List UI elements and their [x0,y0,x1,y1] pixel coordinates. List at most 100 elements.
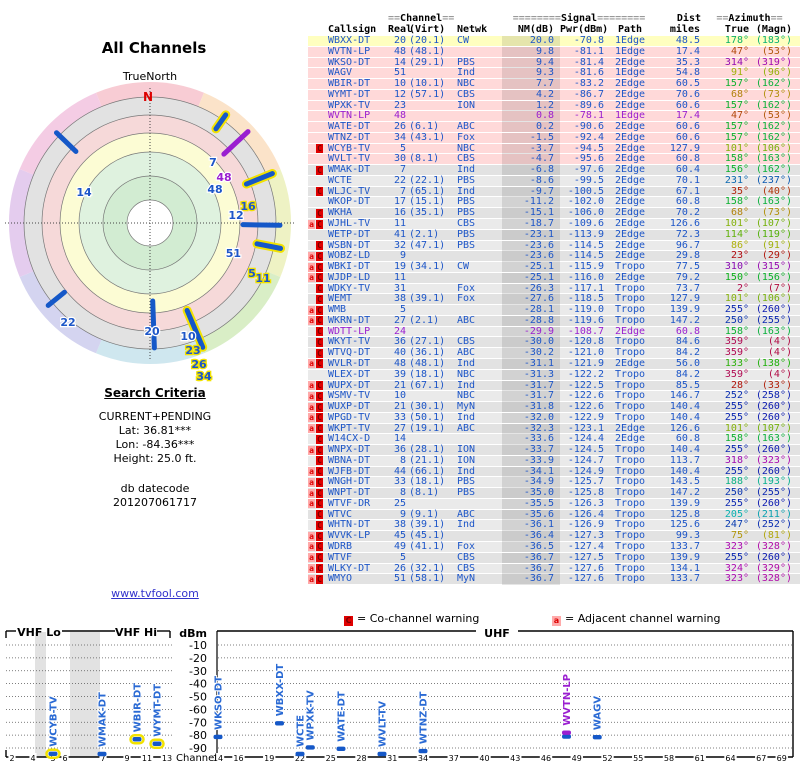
network-cell: ABC [457,314,476,326]
path-cell: Tropo [614,401,646,413]
station-marker [275,721,284,726]
search-lon: Lon: -84.36*** [115,438,195,451]
network-cell: NBC [457,368,476,380]
azimuth-magn-cell: (260°) [755,465,792,477]
warning-markers [308,101,326,111]
co-channel-warning-icon: C [316,208,323,218]
table-row: WBIR-DT 10 (10.1) NBC 7.7 -83.2 2Edge 60.5 157° (… [308,78,800,90]
co-channel-warning-icon: C [316,316,323,326]
real-channel-cell: 30 [393,153,406,165]
network-cell [448,327,502,337]
path-cell: Tropo [614,390,646,402]
azimuth-true-cell: 158° [724,325,749,337]
table-row: a C WMYO 51 (58.1) MyN -36.7 -127.6 Tropo 133.7 32… [308,573,800,586]
azimuth-true-cell: 255° [724,304,749,316]
distance-cell: 48.5 [675,35,700,46]
adjacent-channel-warning-icon: a [308,477,315,487]
station-marker [213,734,223,740]
real-channel-cell: 51 [393,573,406,585]
distance-cell: 139.9 [669,497,700,509]
warning-markers: C [308,348,326,358]
table-row: a C WDRB 49 (41.1) Fox -36.5 -127.4 Tropo 133.7 32… [308,541,800,553]
nm-db-cell: -34.1 [502,466,560,477]
channel-tick-label: 69 [777,754,787,763]
station-label-WCYB-TV: WCYB-TV [49,696,60,747]
co-channel-warning-icon: C [316,284,323,294]
tick-bg [99,753,107,762]
col-header-miles: miles [669,24,700,35]
nm-db-cell: -33.7 [502,444,560,456]
callsign-cell: WVTN-LP [328,110,371,122]
warning-markers: C [308,456,326,466]
dbm-tick-label: -40 [189,678,207,691]
compass-n-label: N [143,90,153,104]
distance-cell: 60.5 [675,78,700,90]
tick-bg [416,753,430,762]
callsign-cell: WCYB-TV [328,142,371,154]
warning-markers [308,154,326,164]
co-channel-warning-icon: C [316,273,323,283]
callsign-cell: WVVK-LP [328,530,371,542]
dbm-axis-label: dBm [179,628,207,640]
station-marker [377,751,387,757]
callsign-cell: WKYT-TV [328,336,371,348]
distance-cell: 85.5 [675,379,700,391]
co-channel-warning-icon: C [316,413,323,423]
co-channel-warning-icon: C [316,165,323,175]
path-cell: 2Edge [614,196,646,208]
network-cell: CBS [457,218,476,230]
marker-highlight [45,748,61,760]
table-row: a C WOBZ-LD 9 -23.6 -114.5 2Edge 29.8 23° (29°) [308,251,800,263]
co-channel-warning-icon: C [316,553,323,563]
channel-tick-label: 9 [124,754,129,763]
station-label-WVTN-LP: WVTN-LP [562,674,573,726]
tvfool-link[interactable]: www.tvfool.com [111,587,199,600]
table-row: WKSO-DT 14 (29.1) PBS 9.4 -81.4 2Edge 35.3 314° (… [308,56,800,69]
virtual-channel-cell [406,111,448,121]
radar-channel-label-16: 16 [240,200,256,213]
virtual-channel-cell: (15.1) [409,196,446,208]
nm-db-cell: -23.6 [502,251,560,262]
real-channel-cell: 17 [393,196,406,208]
tick-bg [293,753,307,762]
network-cell: PBS [457,487,476,499]
path-cell: Tropo [614,454,646,466]
azimuth-true-cell: 157° [724,99,749,111]
azimuth-magn-cell: (73°) [761,88,792,100]
radar-channel-label-51: 51 [226,247,241,260]
network-cell: MyN [457,401,476,413]
virtual-channel-cell: (47.1) [409,239,446,251]
real-channel-cell: 14 [393,56,406,68]
path-cell: Tropo [614,411,646,423]
azimuth-magn-cell: (260°) [755,304,792,316]
nm-db-cell: -30.2 [502,347,560,359]
path-cell: Tropo [614,444,646,456]
table-row: a C WVVK-LP 45 (45.1) -36.4 -127.3 Tropo 99.3 75°… [308,530,800,542]
table-row: a C WPGD-TV 33 (50.1) Ind -32.0 -122.9 Tropo 140.… [308,411,800,424]
channel-tick-label: 46 [541,754,551,763]
virtual-channel-cell: (22.1) [409,174,446,186]
co-channel-warning-icon: C [316,381,323,390]
pwr-dbm-cell: -125.8 [567,487,604,499]
channel-tick-label: 14 [213,754,223,763]
adjacent-channel-warning-icon: a [308,531,315,541]
distance-cell: 60.6 [675,121,700,133]
virtual-channel-cell: (39.1) [409,519,446,531]
virtual-channel-cell [406,219,448,229]
distance-cell: 60.8 [675,196,700,208]
distance-cell: 67.1 [675,185,700,197]
real-channel-cell: 11 [393,218,406,230]
azimuth-true-cell: 75° [730,530,749,542]
nm-db-cell: -11.2 [502,197,560,208]
azimuth-magn-cell: (255°) [755,487,792,499]
adjacent-channel-warning-icon: a [308,391,315,401]
radar-channel-label-22: 22 [60,316,75,329]
station-spoke-ch12,16 [243,171,275,187]
path-cell: 2Edge [614,121,646,133]
table-row: a C WKPT-TV 27 (19.1) ABC -32.3 -123.1 2Edge 126.… [308,423,800,435]
network-cell: NBC [457,390,476,402]
